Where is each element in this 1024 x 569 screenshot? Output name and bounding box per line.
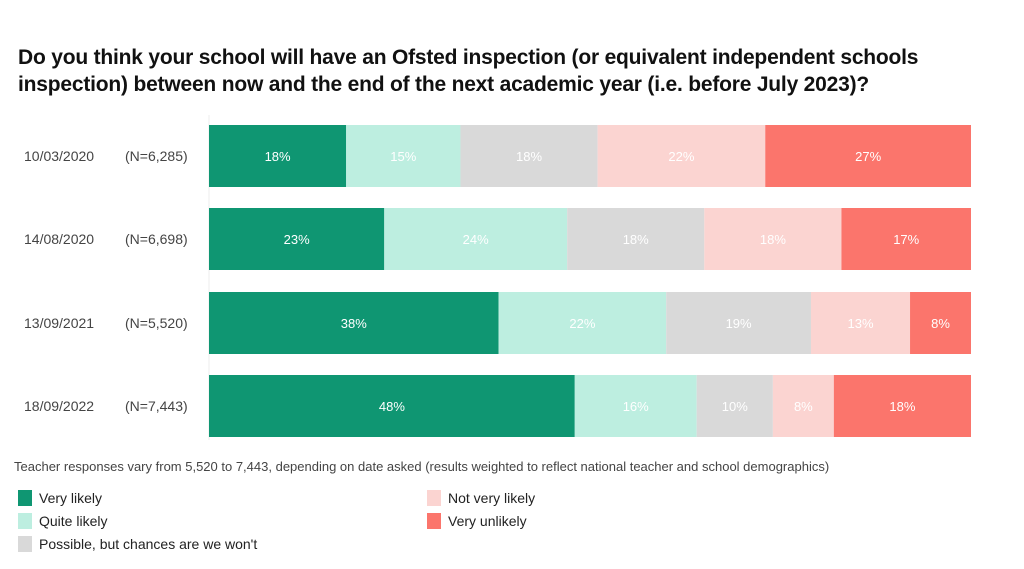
bar-segment	[810, 292, 911, 354]
bar-segment	[209, 292, 499, 354]
data-label: 38%	[341, 316, 367, 331]
legend-item: Very unlikely	[427, 513, 527, 529]
legend-swatch	[18, 490, 32, 506]
data-label: 10%	[722, 399, 748, 414]
data-label: 8%	[931, 316, 950, 331]
data-label: 15%	[390, 149, 416, 164]
bar-segment	[209, 375, 575, 437]
data-label: 8%	[794, 399, 813, 414]
data-label: 16%	[623, 399, 649, 414]
data-label: 17%	[893, 232, 919, 247]
legend-swatch	[427, 513, 441, 529]
data-label: 18%	[889, 399, 915, 414]
stacked-bar-chart: 10/03/2020 (N=6,285) 18% 15% 18% 22% 27% 14/08/…	[24, 115, 971, 440]
legend-label: Quite likely	[39, 513, 108, 529]
category-label: 13/09/2021	[24, 315, 94, 331]
legend-label: Very likely	[39, 490, 103, 506]
bar-segment	[346, 125, 461, 187]
category-label: 14/08/2020	[24, 231, 94, 247]
category-label: 18/09/2022	[24, 398, 94, 414]
data-label: 19%	[726, 316, 752, 331]
data-label: 27%	[855, 149, 881, 164]
data-label: 24%	[463, 232, 489, 247]
sample-size-label: (N=6,698)	[125, 231, 188, 247]
bar-segment	[772, 375, 834, 437]
bar-segment	[696, 375, 773, 437]
category-label: 10/03/2020	[24, 148, 94, 164]
data-label: 22%	[668, 149, 694, 164]
legend-item: Very likely	[18, 490, 102, 506]
sample-size-label: (N=5,520)	[125, 315, 188, 331]
data-label: 18%	[760, 232, 786, 247]
bar-segment	[833, 375, 971, 437]
bar-segment	[209, 208, 385, 270]
data-label: 23%	[284, 232, 310, 247]
sample-size-label: (N=7,443)	[125, 398, 188, 414]
bar-segment	[498, 292, 667, 354]
data-label: 48%	[379, 399, 405, 414]
bar-segment	[666, 292, 811, 354]
bar-segment	[597, 125, 766, 187]
legend-item: Quite likely	[18, 513, 107, 529]
legend-swatch	[18, 536, 32, 552]
chart-note: Teacher responses vary from 5,520 to 7,4…	[14, 459, 830, 474]
data-label: 13%	[847, 316, 873, 331]
chart-title: Do you think your school will have an Of…	[18, 46, 919, 96]
bar-segment	[384, 208, 568, 270]
bar-segment	[765, 125, 971, 187]
data-label: 18%	[623, 232, 649, 247]
legend-swatch	[18, 513, 32, 529]
legend-swatch	[427, 490, 441, 506]
legend-label: Not very likely	[448, 490, 536, 506]
legend-label: Possible, but chances are we won't	[39, 536, 258, 552]
legend-label: Very unlikely	[448, 513, 527, 529]
bar-segment	[704, 208, 842, 270]
bar-segment	[841, 208, 971, 270]
sample-size-label: (N=6,285)	[125, 148, 188, 164]
bar-segment	[574, 375, 697, 437]
legend-item: Possible, but chances are we won't	[18, 536, 257, 552]
data-label: 22%	[569, 316, 595, 331]
bar-segment	[567, 208, 705, 270]
bar-segment	[910, 292, 971, 354]
legend-item: Not very likely	[427, 490, 535, 506]
bar-segment	[209, 125, 347, 187]
data-label: 18%	[265, 149, 291, 164]
bar-segment	[460, 125, 598, 187]
data-label: 18%	[516, 149, 542, 164]
